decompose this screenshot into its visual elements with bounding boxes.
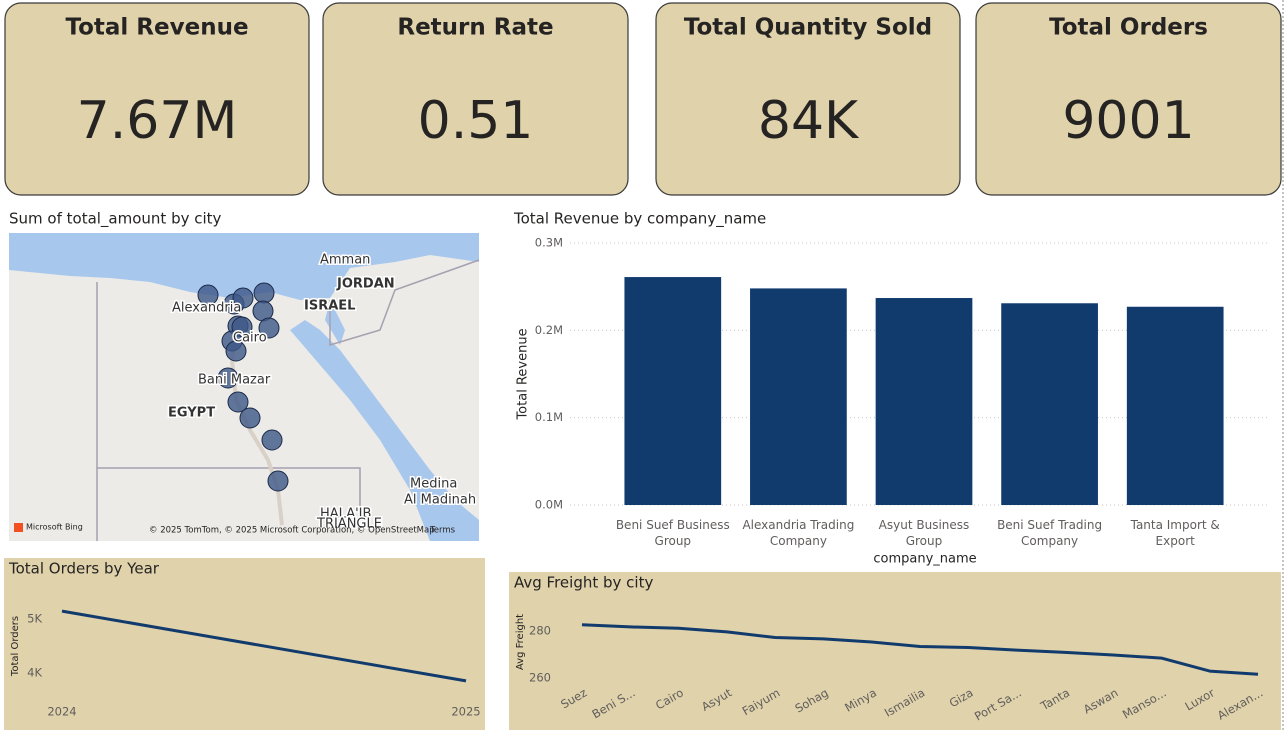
map-label: Alexandria: [172, 301, 241, 316]
map-bubble: [217, 367, 239, 389]
chart-title: Avg Freight by city: [514, 574, 653, 592]
bar: [750, 288, 847, 505]
map-attribution: Microsoft Bing: [26, 523, 83, 532]
map-label: HALA'IB: [320, 507, 371, 522]
x-tick-label: Beni Suef Trading Company: [997, 518, 1103, 548]
freight-panel: [509, 572, 1281, 730]
map-label: Medina: [410, 477, 457, 492]
map-bubble: [258, 317, 280, 339]
y-tick-label: 280: [529, 623, 551, 637]
line: [61, 609, 467, 683]
kpi-title: Total Revenue: [65, 15, 248, 41]
kpi-card: [4, 2, 310, 196]
x-axis-title: company_name: [873, 552, 976, 567]
kpi-title: Total Quantity Sold: [684, 15, 932, 41]
y-tick-label: 0.3M: [535, 236, 563, 250]
x-tick-label: 2025: [451, 705, 480, 719]
chart-title: Total Orders by Year: [8, 560, 160, 578]
x-tick-wrap: Tanta Import & Export: [1130, 518, 1220, 548]
line: [581, 623, 1259, 676]
bar: [1126, 306, 1224, 505]
kpi-value: 0.51: [418, 91, 534, 151]
x-tick-wrap: Alexandria Trading Company: [742, 518, 855, 548]
y-tick-label: 5K: [27, 612, 42, 626]
x-tick-label: Alexandria Trading Company: [742, 518, 855, 548]
x-tick-wrap: Beni Suef Trading Company: [997, 518, 1103, 548]
kpi-title: Total Orders: [1049, 15, 1208, 41]
map-label: JORDAN: [336, 277, 395, 292]
map-bubble: [225, 340, 247, 362]
x-tick-wrap: Beni Suef Business Group: [615, 518, 730, 548]
x-tick-label: Asyut Business Group: [878, 518, 970, 548]
kpi-card: [655, 2, 961, 196]
bing-logo: [14, 523, 23, 532]
map-label: Al Madinah: [404, 493, 476, 508]
map-bubble: [267, 470, 289, 492]
kpi-value: 9001: [1062, 91, 1194, 151]
map-attribution: © 2025 TomTom, © 2025 Microsoft Corporat…: [149, 526, 435, 536]
y-tick-label: 0.0M: [535, 498, 563, 512]
map-bubble: [239, 407, 261, 429]
kpi-card: [322, 2, 629, 196]
kpi-value: 84K: [758, 91, 860, 151]
x-tick-label: Tanta Import & Export: [1130, 518, 1220, 548]
bar: [624, 277, 722, 505]
map-label: EGYPT: [168, 406, 215, 421]
y-tick-label: 0.1M: [535, 410, 563, 424]
map-sea: [9, 233, 479, 300]
y-axis-title: Avg Freight: [515, 614, 526, 670]
y-tick-label: 4K: [27, 665, 42, 679]
bar: [875, 298, 973, 505]
map-bubble: [261, 429, 283, 451]
x-tick-label: Beni Suef Business Group: [615, 518, 730, 548]
map: Amman JORDAN ISRAEL Alexandria Cairo Bani Maz…: [9, 233, 480, 541]
map-label: Amman: [320, 253, 370, 268]
y-tick-label: 0.2M: [535, 323, 563, 337]
map-bubble: [227, 391, 249, 413]
map-label: Bani Mazar: [198, 373, 271, 388]
map-bubble: [232, 287, 254, 309]
map-attribution: Terms: [429, 526, 456, 536]
kpi-title: Return Rate: [397, 15, 553, 41]
y-tick-label: 260: [529, 671, 551, 685]
x-tick-label: 2024: [47, 705, 76, 719]
chart-title: Total Revenue by company_name: [513, 210, 766, 229]
y-axis-title: Total Revenue: [516, 328, 531, 420]
map-border: [96, 259, 480, 541]
bar: [1001, 303, 1098, 505]
map-label: ISRAEL: [304, 299, 355, 314]
map-bubble: [253, 282, 275, 304]
x-tick-wrap: Asyut Business Group: [878, 518, 970, 548]
map-sea: [290, 320, 479, 541]
chart-title: Sum of total_amount by city: [9, 210, 222, 229]
map-label: TRIANGLE: [316, 517, 382, 532]
kpi-value: 7.67M: [77, 91, 238, 151]
map-label: Cairo: [233, 331, 267, 346]
map-bubble: [197, 284, 219, 306]
kpi-card: [975, 2, 1282, 196]
y-axis-title: Total Orders: [10, 616, 21, 677]
